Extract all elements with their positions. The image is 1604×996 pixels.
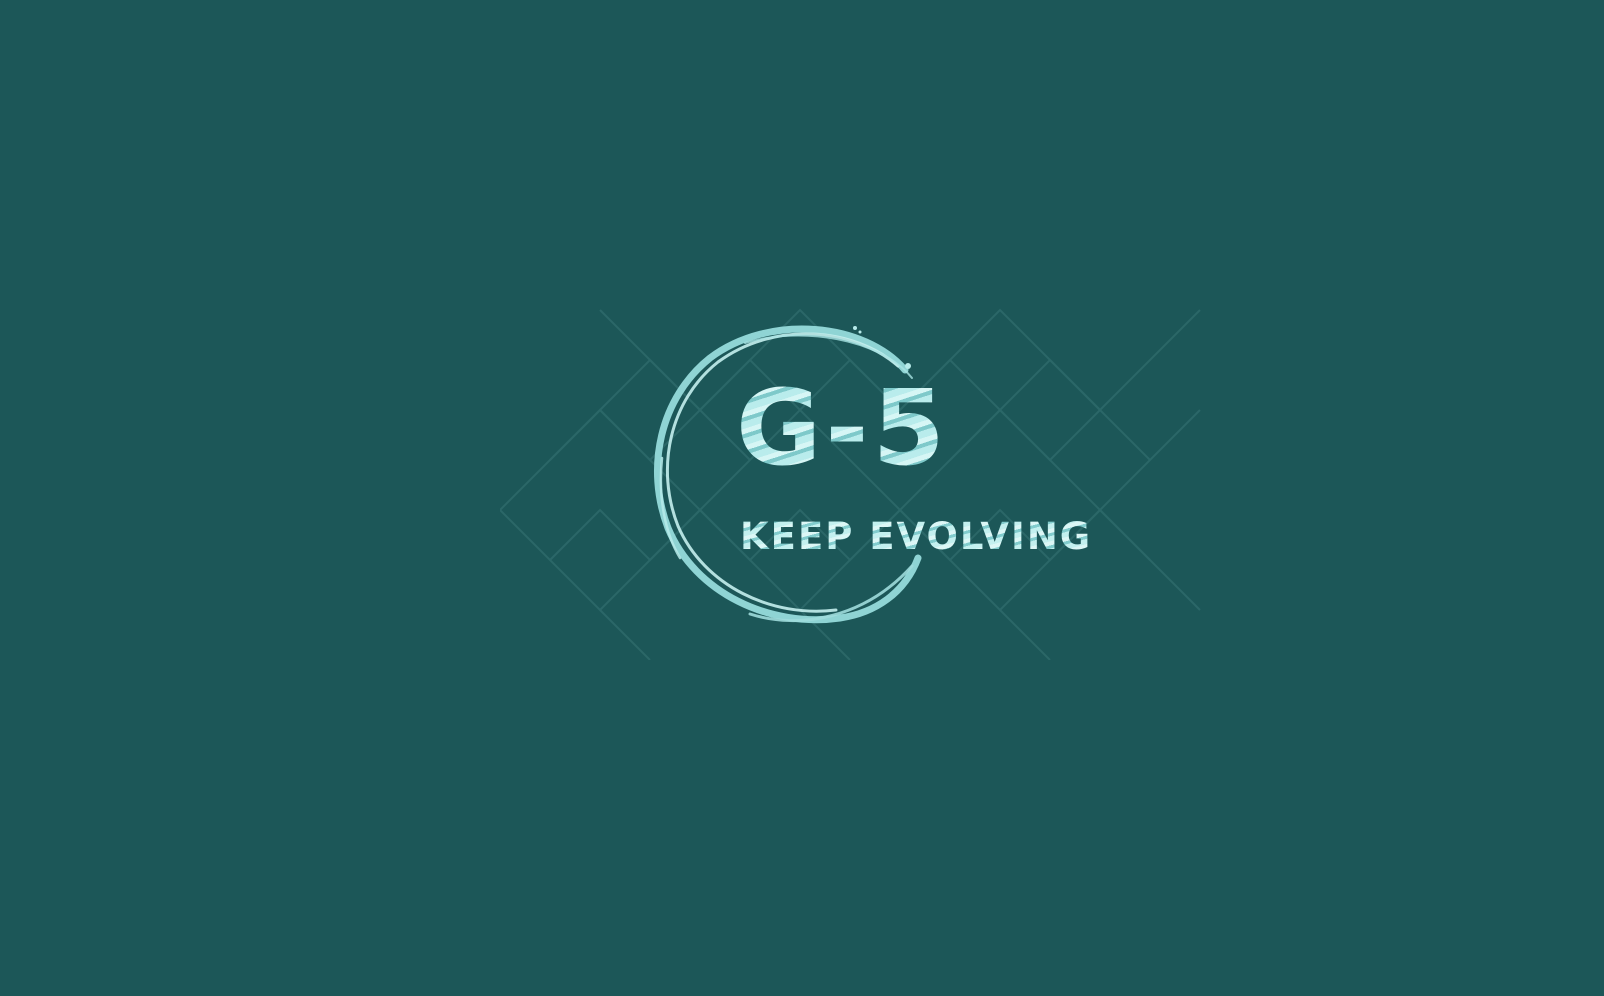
g5-logo: G-5 KEEP EVOLVING [650, 318, 1090, 638]
logo-tagline: KEEP EVOLVING [740, 515, 1093, 558]
logo-title: G-5 [736, 367, 949, 489]
brush-circle-icon [654, 325, 922, 624]
diamond-lattice-pattern [500, 308, 1201, 660]
